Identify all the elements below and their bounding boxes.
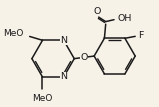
Text: O: O (80, 53, 88, 62)
Text: MeO: MeO (32, 94, 53, 103)
Text: F: F (138, 31, 144, 40)
Text: N: N (60, 36, 67, 45)
Text: MeO: MeO (3, 29, 24, 38)
Text: N: N (60, 72, 67, 81)
Text: O: O (94, 7, 101, 16)
Text: OH: OH (117, 14, 132, 23)
